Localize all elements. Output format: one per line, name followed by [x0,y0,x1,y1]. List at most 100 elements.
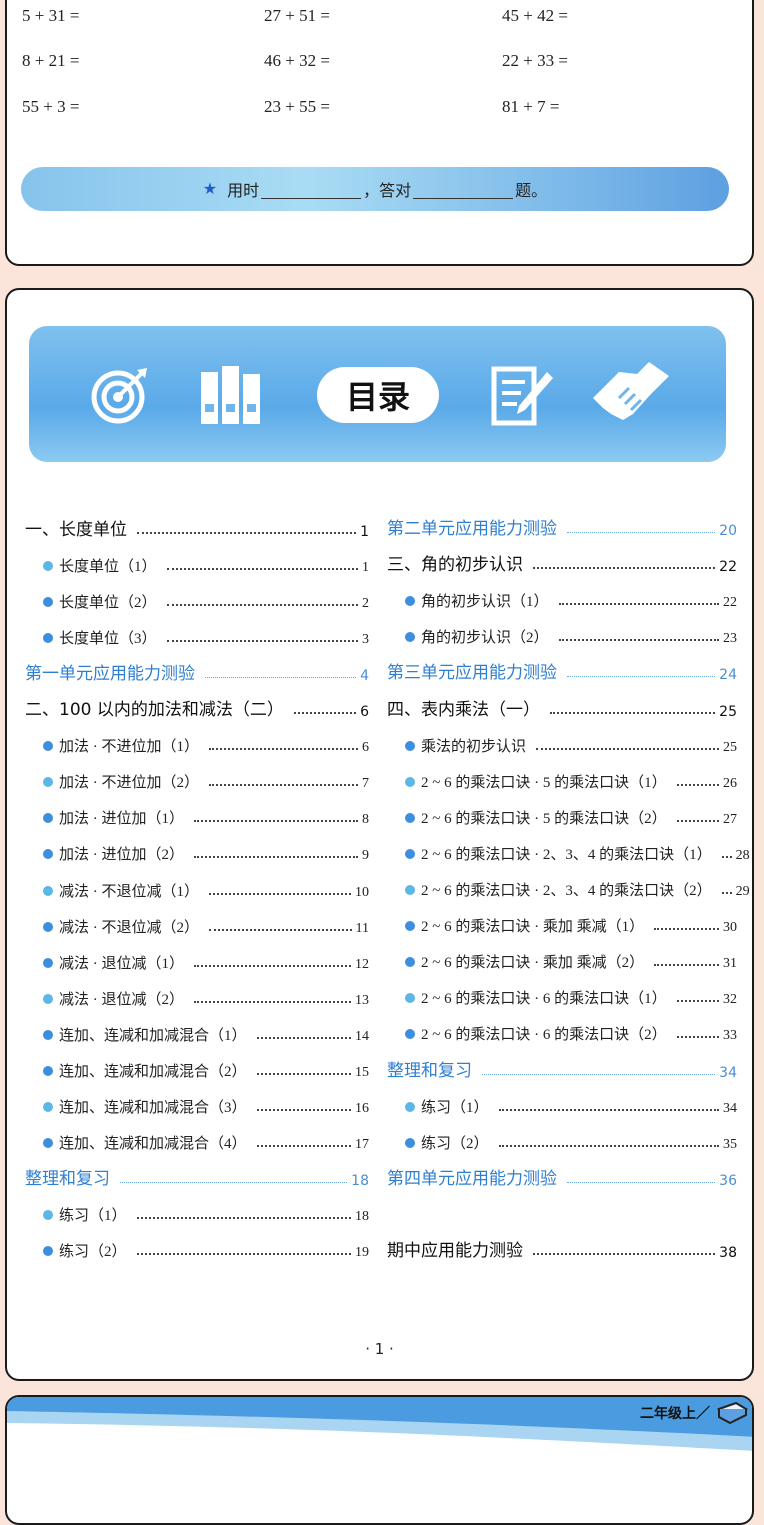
toc-chapter[interactable]: 二、100 以内的加法和减法（二） 6 [25,696,369,720]
dot-leader [209,784,358,787]
toc-subitem[interactable]: 加法 · 进位加（2） 9 [43,840,369,864]
toc-subitem[interactable]: 2 ~ 6 的乘法口诀 · 6 的乘法口诀（1） 32 [405,984,737,1008]
toc-subitem[interactable]: 练习（1） 18 [43,1201,369,1225]
toc-subitem[interactable]: 减法 · 退位减（1） 12 [43,949,369,973]
toc-page-number: 36 [719,1172,737,1189]
toc-chapter[interactable]: 期中应用能力测验 38 [387,1237,737,1261]
toc-chapter[interactable]: 四、表内乘法（一） 25 [387,696,737,720]
toc-label: 角的初步认识（2） [421,630,549,647]
toc-label: 连加、连减和加减混合（2） [59,1063,247,1080]
dot-leader [721,892,732,894]
toc-page-number: 15 [355,1064,369,1080]
toc-label: 加法 · 进位加（2） [59,847,184,864]
toc-subitem[interactable]: 乘法的初步认识 25 [405,732,737,756]
toc-page-number: 28 [735,847,750,863]
toc-subitem[interactable]: 长度单位（2） 2 [43,588,369,612]
toc-subitem[interactable]: 长度单位（3） 3 [43,624,369,648]
toc-test-item[interactable]: 第一单元应用能力测验 4 [25,660,369,684]
bullet-icon [405,632,415,643]
toc-page-number: 24 [719,667,737,684]
dot-leader [721,855,732,858]
toc-subitem[interactable]: 练习（2） 19 [43,1237,369,1261]
toc-subitem[interactable]: 减法 · 不退位减（1） 10 [43,877,369,901]
toc-subitem[interactable]: 连加、连减和加减混合（4） 17 [43,1129,369,1153]
toc-label: 减法 · 退位减（2） [59,991,184,1008]
toc-page-number: 1 [360,524,369,540]
toc-subitem[interactable]: 2 ~ 6 的乘法口诀 · 乘加 乘减（1） 30 [405,912,737,936]
toc-label: 四、表内乘法（一） [387,699,540,720]
toc-subitem[interactable]: 减法 · 不退位减（2） 11 [43,913,369,937]
toc-label: 连加、连减和加减混合（3） [59,1099,247,1116]
toc-page-number: 1 [362,560,369,576]
dot-leader [205,677,357,679]
time-score-bar: ★ 用时 ，答对 题。 [21,167,729,211]
toc-subitem[interactable]: 连加、连减和加减混合（1） 14 [43,1021,369,1045]
toc-subitem[interactable]: 连加、连减和加减混合（3） 16 [43,1093,369,1117]
dot-leader [194,820,358,823]
exercise-problem: 5 + 31 = [22,6,80,25]
toc-subitem[interactable]: 加法 · 不进位加（2） 7 [43,768,369,792]
toc-subitem[interactable]: 2 ~ 6 的乘法口诀 · 5 的乘法口诀（1） 26 [405,768,737,792]
bullet-icon [405,1029,415,1040]
toc-label: 减法 · 不退位减（2） [59,919,199,936]
bullet-icon [43,921,53,932]
toc-page-number: 2 [362,596,369,612]
dot-leader [209,892,351,895]
toc-page-number: 25 [719,703,737,720]
toc-page-number: 38 [719,1245,737,1261]
target-icon [91,368,147,424]
binders-icon [201,366,260,424]
toc-test-item[interactable]: 整理和复习 34 [387,1057,737,1081]
toc-subitem[interactable]: 练习（1） 34 [405,1093,737,1117]
toc-label: 第三单元应用能力测验 [387,663,557,684]
next-page: 二年级上／ [5,1395,754,1525]
toc-page-number: 32 [723,992,737,1008]
toc-label: 2 ~ 6 的乘法口诀 · 6 的乘法口诀（1） [421,991,667,1008]
toc-subitem[interactable]: 角的初步认识（2） 23 [405,623,737,647]
toc-subitem[interactable]: 2 ~ 6 的乘法口诀 · 5 的乘法口诀（2） 27 [405,804,737,828]
exercise-problem: 46 + 32 = [264,51,330,70]
toc-page-number: 17 [355,1136,369,1152]
toc-label: 第四单元应用能力测验 [387,1168,557,1189]
dot-leader [567,676,716,678]
toc-subitem[interactable]: 连加、连减和加减混合（2） 15 [43,1057,369,1081]
toc-subitem[interactable]: 加法 · 不进位加（1） 6 [43,732,369,756]
toc-subitem[interactable]: 2 ~ 6 的乘法口诀 · 6 的乘法口诀（2） 33 [405,1020,737,1044]
dot-leader [194,856,358,859]
toc-subitem[interactable]: 加法 · 进位加（1） 8 [43,804,369,828]
toc-page-number: 14 [355,1028,369,1044]
toc-subitem[interactable]: 减法 · 退位减（2） 13 [43,985,369,1009]
dot-leader [209,748,358,751]
toc-label: 三、角的初步认识 [387,555,523,576]
toc-label: 长度单位（2） [59,595,157,612]
toc-label: 练习（2） [59,1244,127,1260]
toc-subitem[interactable]: 角的初步认识（1） 22 [405,587,737,611]
toc-page-number: 9 [362,848,369,864]
dot-leader [209,928,352,931]
bullet-icon [43,813,53,824]
bullet-icon [43,741,53,752]
toc-test-item[interactable]: 第二单元应用能力测验 20 [387,515,737,539]
toc-page-number: 33 [723,1028,737,1044]
toc-test-item[interactable]: 整理和复习 18 [25,1165,369,1189]
toc-subitem[interactable]: 2 ~ 6 的乘法口诀 · 乘加 乘减（2） 31 [405,948,737,972]
toc-chapter[interactable]: 一、长度单位 1 [25,516,369,540]
toc-subitem[interactable]: 练习（2） 35 [405,1129,737,1153]
dot-leader [567,532,716,533]
toc-page-number: 22 [719,559,737,576]
toc-subitem[interactable]: 长度单位（1） 1 [43,552,369,576]
book-icon [716,1401,748,1425]
toc-chapter[interactable]: 三、角的初步认识 22 [387,551,737,575]
toc-test-item[interactable]: 第四单元应用能力测验 36 [387,1165,737,1189]
toc-test-item[interactable]: 第三单元应用能力测验 24 [387,659,737,683]
toc-label: 角的初步认识（1） [421,594,549,611]
bullet-icon [405,1137,415,1148]
toc-label: 2 ~ 6 的乘法口诀 · 5 的乘法口诀（2） [421,810,667,827]
dot-leader [256,1036,351,1039]
contents-page: 目录 一、长度单位 1 长度单位（1） 1 长度单位（2） 2 长度单位（3） 3 第一单元应用… [5,288,754,1381]
dot-leader [166,640,358,643]
toc-page-number: 22 [723,595,737,611]
toc-subitem[interactable]: 2 ~ 6 的乘法口诀 · 2、3、4 的乘法口诀（2） 29 [405,876,750,900]
toc-label: 练习（1） [59,1207,127,1224]
toc-subitem[interactable]: 2 ~ 6 的乘法口诀 · 2、3、4 的乘法口诀（1） 28 [405,840,750,864]
